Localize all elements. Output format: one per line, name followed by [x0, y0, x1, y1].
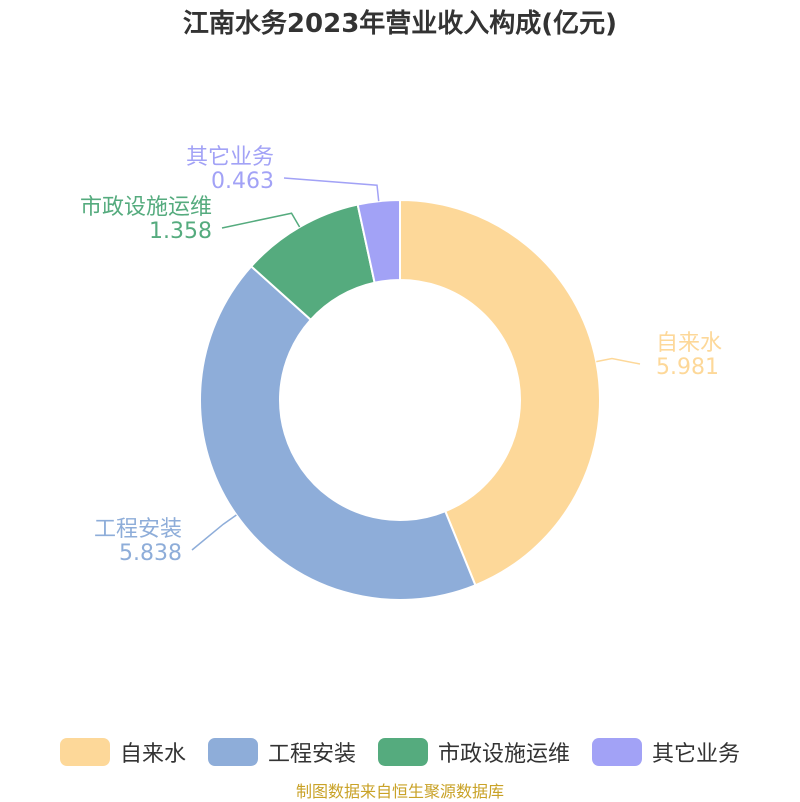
legend-item-2[interactable]: 市政设施运维	[378, 736, 570, 768]
legend-swatch-0	[59, 738, 110, 766]
legend-swatch-2	[378, 738, 428, 766]
leader-line-1	[191, 514, 237, 551]
legend-item-0[interactable]: 自来水	[59, 736, 186, 768]
leader-line-2	[221, 212, 301, 229]
slice-value-0: 5.981	[656, 355, 719, 380]
legend-swatch-1	[207, 738, 258, 766]
slice-label-3: 其它业务	[186, 145, 274, 170]
slice-label-2: 市政设施运维	[80, 195, 212, 220]
leader-line-3	[283, 177, 380, 202]
slice-value-2: 1.358	[149, 219, 212, 244]
legend-label-2: 市政设施运维	[438, 742, 571, 767]
slice-0[interactable]	[399, 198, 601, 587]
legend: 自来水 工程安装 市政设施运维 其它业务	[0, 736, 800, 768]
slice-1[interactable]	[199, 264, 477, 601]
chart-title: 江南水务2023年营业收入构成(亿元)	[182, 9, 618, 39]
slice-label-1: 工程安装	[94, 517, 182, 542]
legend-label-0: 自来水	[119, 742, 186, 767]
legend-label-1: 工程安装	[267, 742, 356, 767]
slice-value-1: 5.838	[119, 541, 182, 566]
slice-3[interactable]	[356, 198, 401, 284]
legend-item-3[interactable]: 其它业务	[592, 736, 740, 768]
legend-swatch-3	[592, 738, 643, 766]
slice-value-3: 0.463	[211, 169, 274, 194]
legend-label-3: 其它业务	[652, 742, 741, 767]
source-note: 制图数据来自恒生聚源数据库	[295, 782, 504, 801]
legend-item-1[interactable]: 工程安装	[207, 736, 356, 768]
slice-label-0: 自来水	[656, 331, 722, 356]
leader-line-0	[596, 357, 641, 365]
